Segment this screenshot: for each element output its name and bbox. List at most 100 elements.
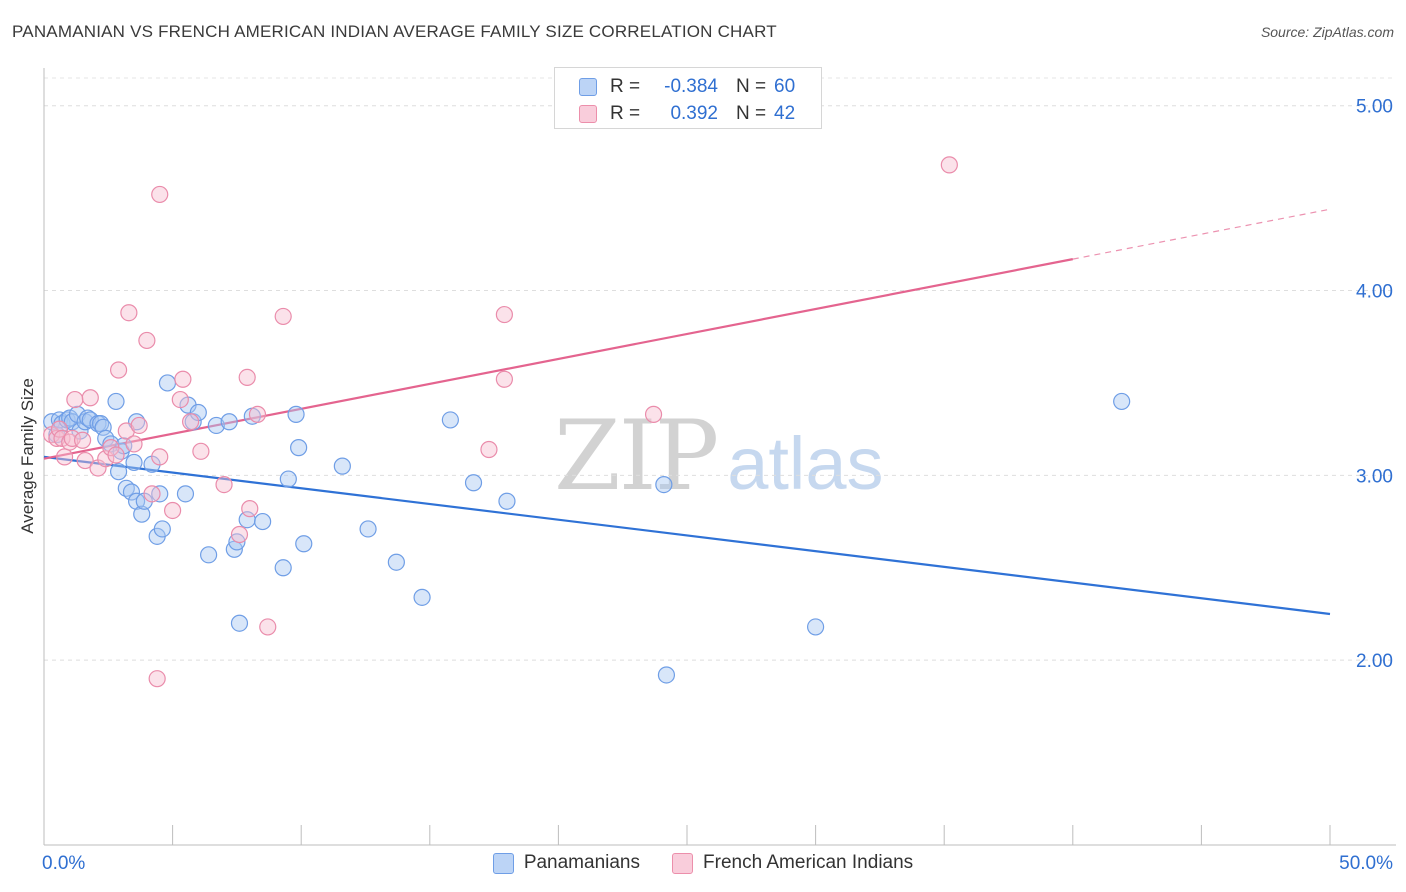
- point-french-american-indian: [97, 450, 115, 468]
- point-french-american-indian: [73, 431, 92, 449]
- point-panamanian: [287, 405, 305, 423]
- point-panamanian: [657, 666, 676, 684]
- point-panamanian: [79, 409, 97, 427]
- legend-item-french-american-indians[interactable]: French American Indians: [672, 852, 913, 874]
- point-french-american-indian: [117, 422, 135, 440]
- point-french-american-indian: [238, 368, 256, 387]
- point-french-american-indian: [151, 448, 169, 466]
- point-french-american-indian: [495, 305, 513, 324]
- point-panamanian: [153, 520, 171, 538]
- point-panamanian: [1113, 392, 1131, 411]
- point-french-american-indian: [151, 185, 169, 204]
- point-french-american-indian: [480, 440, 498, 459]
- point-french-american-indian: [241, 500, 259, 518]
- point-french-american-indian: [107, 446, 125, 464]
- point-panamanian: [359, 520, 377, 538]
- point-french-american-indian: [81, 389, 99, 407]
- legend-row-panamanians: R = -0.384 N = 60: [579, 75, 795, 99]
- y-tick-label: 3.00: [1356, 466, 1393, 487]
- point-french-american-indian: [940, 156, 958, 174]
- point-panamanian: [413, 588, 431, 606]
- point-panamanian: [295, 535, 313, 553]
- trend-line-pink-extension: [1072, 208, 1331, 260]
- point-french-american-indian: [130, 416, 148, 435]
- point-french-american-indian: [644, 405, 663, 423]
- point-panamanian: [125, 453, 143, 472]
- point-french-american-indian: [55, 448, 74, 466]
- point-french-american-indian: [66, 390, 84, 409]
- n-value: 60: [774, 76, 796, 97]
- point-french-american-indian: [143, 485, 161, 503]
- point-panamanian: [158, 374, 177, 392]
- point-panamanian: [133, 505, 151, 523]
- trend-line-blue: [43, 455, 1331, 616]
- point-french-american-indian: [215, 476, 233, 494]
- point-french-american-indian: [164, 501, 182, 520]
- pink-swatch-icon: [672, 852, 694, 874]
- point-french-american-indian: [248, 405, 267, 423]
- r-label: R =: [610, 103, 641, 124]
- n-label: N =: [736, 76, 767, 97]
- chart-title: PANAMANIAN VS FRENCH AMERICAN INDIAN AVE…: [12, 22, 777, 41]
- point-panamanian: [498, 492, 516, 510]
- point-panamanian: [107, 392, 125, 411]
- legend-label: French American Indians: [703, 852, 914, 873]
- point-french-american-indian: [125, 435, 143, 453]
- point-panamanian: [220, 413, 238, 431]
- point-panamanian: [655, 476, 673, 494]
- n-value: 42: [774, 103, 796, 124]
- point-panamanian: [200, 546, 218, 564]
- axes: [43, 68, 1396, 846]
- point-french-american-indian: [274, 307, 292, 326]
- pink-swatch-icon: [579, 105, 597, 123]
- legend-row-french-american-indians: R = 0.392 N = 42: [579, 102, 795, 126]
- point-panamanian: [333, 457, 351, 475]
- point-french-american-indian: [171, 390, 189, 409]
- point-panamanian: [94, 418, 112, 436]
- point-panamanian: [387, 553, 405, 571]
- point-french-american-indian: [182, 413, 200, 431]
- point-french-american-indian: [120, 304, 138, 322]
- point-french-american-indian: [109, 361, 128, 379]
- point-panamanian: [207, 416, 225, 435]
- series-legend: Panamanians French American Indians: [0, 852, 1406, 874]
- correlation-legend: R = -0.384 N = 60 R = 0.392 N = 42: [554, 67, 822, 129]
- x-tick-label: 50.0%: [1339, 853, 1393, 874]
- point-panamanian: [441, 411, 459, 429]
- point-panamanian: [230, 614, 249, 632]
- point-panamanian: [806, 618, 825, 636]
- legend-label: Panamanians: [523, 852, 641, 873]
- r-value: 0.392: [670, 103, 718, 124]
- point-panamanian: [122, 483, 141, 501]
- y-tick-label: 5.00: [1356, 97, 1393, 118]
- data-points: [43, 156, 1131, 688]
- point-panamanian: [464, 474, 483, 492]
- point-french-american-indian: [230, 525, 249, 544]
- point-french-american-indian: [259, 618, 277, 636]
- y-tick-label: 2.00: [1356, 651, 1393, 672]
- trend-line-pink: [43, 258, 1074, 460]
- r-label: R =: [610, 76, 641, 97]
- point-panamanian: [290, 439, 308, 457]
- source-label: Source: ZipAtlas.com: [1260, 24, 1394, 40]
- y-tick-label: 4.00: [1356, 282, 1393, 303]
- legend-item-panamanians[interactable]: Panamanians: [492, 852, 641, 874]
- point-french-american-indian: [192, 442, 210, 460]
- point-french-american-indian: [76, 451, 94, 470]
- r-value: -0.384: [664, 76, 718, 97]
- point-french-american-indian: [138, 331, 156, 350]
- point-panamanian: [279, 470, 297, 488]
- point-panamanian: [176, 485, 195, 503]
- x-tick-label: 0.0%: [42, 853, 85, 874]
- point-french-american-indian: [495, 370, 513, 388]
- point-french-american-indian: [174, 370, 192, 388]
- point-panamanian: [254, 512, 272, 531]
- trend-lines: [43, 208, 1331, 616]
- n-label: N =: [736, 103, 767, 124]
- tick-labels: 2.00 3.00 4.00 5.00 0.0% 50.0%: [42, 97, 1393, 874]
- point-panamanian: [109, 463, 128, 481]
- blue-swatch-icon: [579, 78, 597, 96]
- point-french-american-indian: [148, 670, 166, 688]
- blue-swatch-icon: [492, 852, 514, 874]
